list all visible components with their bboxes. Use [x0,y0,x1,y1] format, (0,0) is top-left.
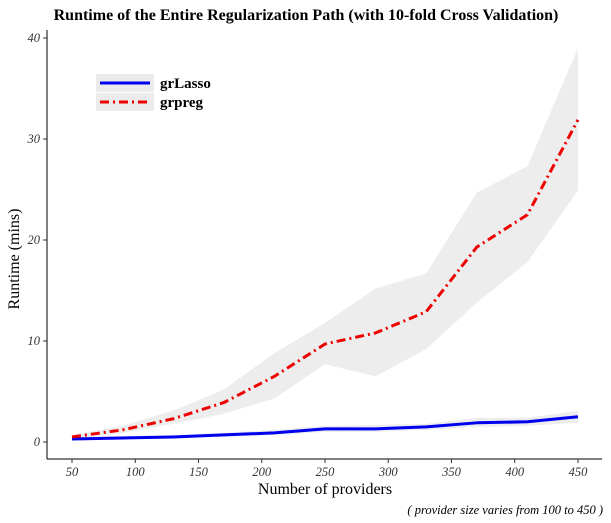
legend-label-grpreg: grpreg [160,95,204,111]
legend-label-grlasso: grLasso [160,76,211,92]
y-tick-label: 0 [34,435,41,449]
x-tick-label: 350 [441,465,462,479]
legend: grLasso grpreg [96,74,211,111]
x-tick-label: 450 [569,465,589,479]
y-axis-title: Runtime (mins) [6,209,23,310]
x-axis-title: Number of providers [258,481,392,498]
series-lines [71,119,580,441]
x-tick-label: 200 [252,465,272,479]
x-axis-ticks: 50 100 150 200 250 300 350 400 450 [66,459,588,479]
x-tick-label: 300 [378,465,399,479]
x-tick-label: 250 [316,465,336,479]
x-tick-label: 50 [66,465,79,479]
y-tick-label: 10 [28,334,41,348]
line-grlasso [71,415,579,441]
line-grpreg [71,119,580,439]
y-tick-label: 40 [28,31,41,45]
x-tick-label: 400 [505,465,525,479]
x-tick-label: 150 [189,465,209,479]
chart-title: Runtime of the Entire Regularization Pat… [54,7,559,24]
y-axis-ticks: 0 10 20 30 40 [27,31,47,449]
y-tick-label: 20 [28,233,41,247]
y-tick-label: 30 [27,132,41,146]
x-tick-label: 100 [126,465,146,479]
band-grpreg [72,48,578,439]
chart-caption: ( provider size varies from 100 to 450 ) [407,503,603,517]
